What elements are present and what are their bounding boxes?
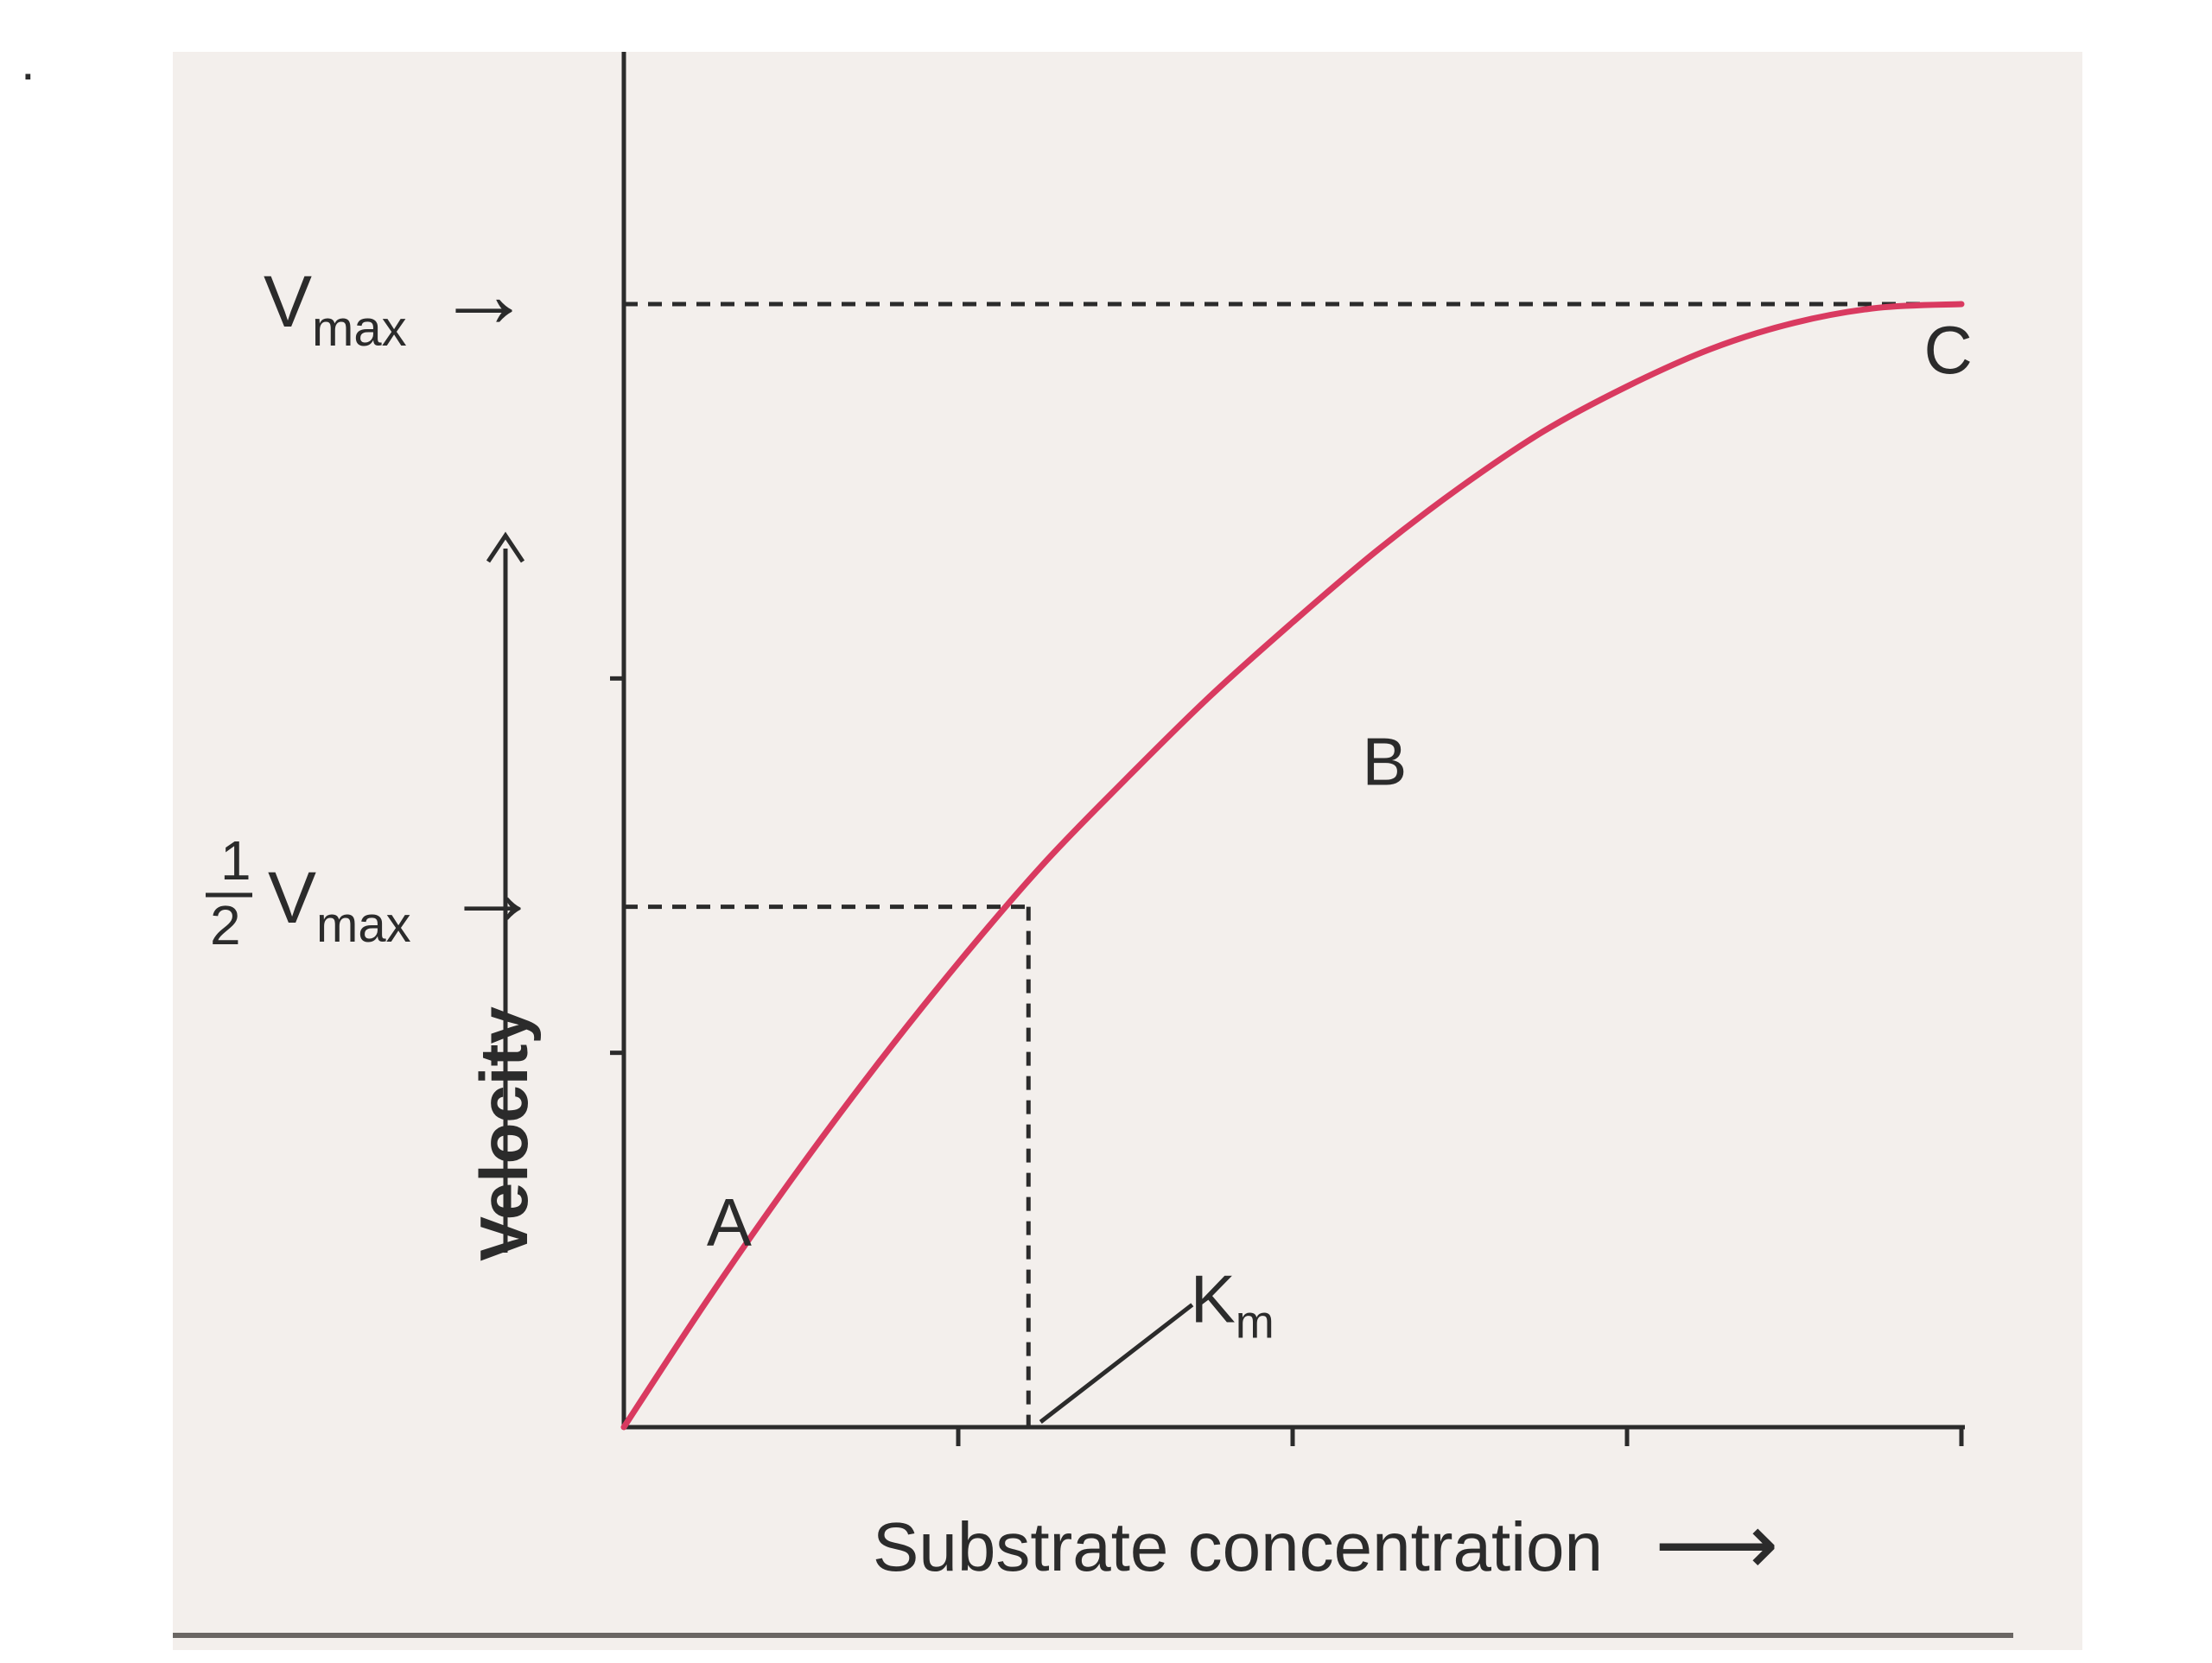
km-label: Km: [1191, 1260, 1274, 1348]
region-label-c: C: [1924, 312, 1973, 388]
x-axis-label: Substrate concentration: [873, 1508, 1603, 1585]
vmax-arrow: →: [436, 241, 531, 347]
guide-lines: [624, 301, 1961, 1427]
vmax-sub: max: [312, 301, 407, 357]
y-axis-label-group: Velocity: [466, 531, 542, 1261]
y-axis-label: Velocity: [466, 1006, 542, 1261]
half-vmax-label: Vmax: [268, 857, 411, 953]
km-main: K: [1191, 1260, 1236, 1336]
km-annotation: Km: [1039, 1260, 1274, 1424]
vmax-marker: Vmax →: [264, 241, 531, 357]
half-vmax-main: V: [268, 857, 316, 938]
region-label-b: B: [1362, 724, 1407, 800]
region-label-a: A: [707, 1184, 752, 1260]
half-vmax-arrow: →: [445, 839, 540, 945]
vmax-main: V: [264, 261, 312, 342]
curve-layer: [620, 301, 1965, 1431]
axes: [610, 52, 1965, 1446]
half-vmax-marker: 1 2 Vmax →: [206, 829, 540, 956]
half-vmax-denominator: 2: [210, 894, 241, 956]
y-axis-label-arrowhead: [486, 531, 525, 563]
chart-background: [173, 52, 2082, 1650]
vmax-label: Vmax: [264, 261, 407, 357]
half-vmax-sub: max: [316, 897, 411, 953]
km-sub: m: [1236, 1296, 1274, 1348]
x-axis-label-arrow: ⟶: [1655, 1496, 1778, 1593]
km-pointer-line: [1039, 1303, 1194, 1424]
half-vmax-numerator: 1: [220, 829, 251, 892]
series-line-0: [620, 301, 1965, 1431]
corner-mark: .: [21, 33, 35, 91]
